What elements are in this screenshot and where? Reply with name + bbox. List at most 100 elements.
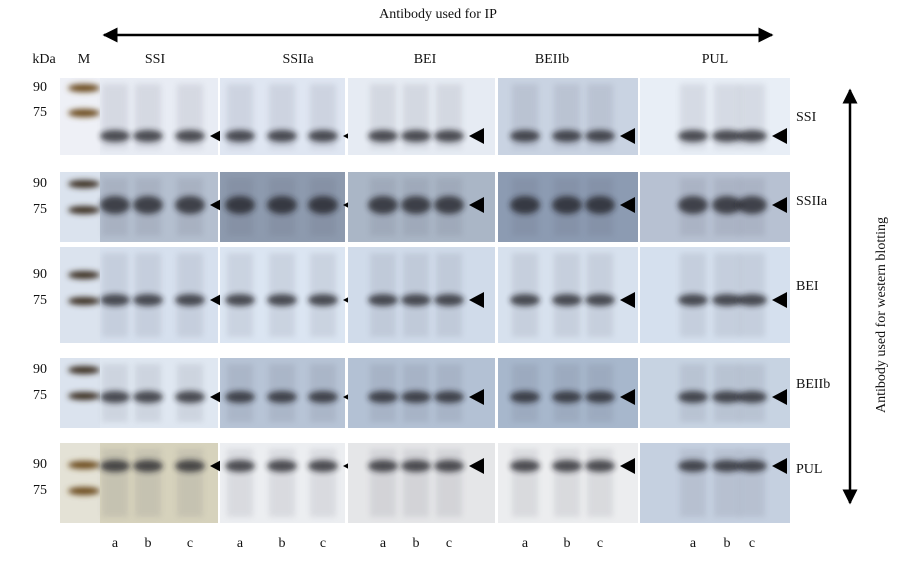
marker-lane-label: M	[78, 52, 91, 67]
protein-band	[308, 130, 338, 142]
protein-band	[133, 130, 163, 142]
ip-antibody-label: BEI	[414, 52, 437, 67]
lane-label: c	[320, 536, 326, 551]
protein-band	[401, 460, 431, 472]
marker-kda-label: 90	[33, 267, 47, 282]
protein-band	[267, 294, 297, 306]
band-arrow	[772, 128, 787, 144]
protein-band	[133, 460, 163, 472]
lane-smear	[403, 449, 429, 517]
band-arrow	[620, 292, 635, 308]
protein-band	[225, 391, 255, 403]
protein-band	[308, 196, 338, 214]
lane-smear	[135, 449, 161, 517]
protein-band	[712, 196, 742, 214]
lane-smear	[227, 449, 253, 517]
marker-panel	[60, 443, 102, 523]
lane-smear	[102, 449, 128, 517]
protein-band	[175, 294, 205, 306]
top-label: Antibody used for IP	[379, 7, 497, 22]
protein-band	[712, 130, 742, 142]
lane-label: c	[446, 536, 452, 551]
protein-band	[737, 196, 767, 214]
lane-smear	[680, 449, 706, 517]
marker-kda-label: 90	[33, 457, 47, 472]
marker-kda-label: 75	[33, 293, 47, 308]
protein-band	[368, 460, 398, 472]
marker-band	[68, 487, 100, 495]
protein-band	[585, 196, 615, 214]
lane-label: c	[187, 536, 193, 551]
band-arrow	[469, 292, 484, 308]
protein-band	[225, 130, 255, 142]
band-arrow	[772, 197, 787, 213]
lane-label: c	[597, 536, 603, 551]
lane-label: b	[413, 536, 420, 551]
protein-band	[368, 130, 398, 142]
band-arrow	[620, 128, 635, 144]
protein-band	[552, 294, 582, 306]
lane-smear	[587, 449, 613, 517]
protein-band	[678, 391, 708, 403]
band-arrow	[772, 458, 787, 474]
marker-band	[68, 297, 100, 305]
protein-band	[585, 130, 615, 142]
marker-panel	[60, 247, 102, 343]
kda-label: kDa	[32, 52, 56, 67]
lane-smear	[554, 449, 580, 517]
band-arrow	[620, 458, 635, 474]
protein-band	[678, 460, 708, 472]
protein-band	[510, 294, 540, 306]
protein-band	[100, 196, 130, 214]
protein-band	[678, 130, 708, 142]
protein-band	[225, 196, 255, 214]
protein-band	[678, 294, 708, 306]
lane-label: b	[145, 536, 152, 551]
protein-band	[225, 460, 255, 472]
protein-band	[737, 460, 767, 472]
lane-smear	[310, 449, 336, 517]
band-arrow	[620, 389, 635, 405]
protein-band	[133, 294, 163, 306]
protein-band	[100, 460, 130, 472]
protein-band	[267, 391, 297, 403]
protein-band	[434, 460, 464, 472]
protein-band	[308, 294, 338, 306]
lane-smear	[370, 449, 396, 517]
side-label: Antibody used for western blotting	[874, 217, 889, 413]
ip-antibody-label: SSIIa	[282, 52, 314, 67]
protein-band	[368, 391, 398, 403]
protein-band	[267, 130, 297, 142]
protein-band	[100, 294, 130, 306]
protein-band	[401, 294, 431, 306]
protein-band	[175, 196, 205, 214]
lane-smear	[177, 449, 203, 517]
band-arrow	[469, 128, 484, 144]
protein-band	[678, 196, 708, 214]
protein-band	[712, 294, 742, 306]
protein-band	[552, 196, 582, 214]
protein-band	[175, 130, 205, 142]
marker-kda-label: 75	[33, 202, 47, 217]
marker-band	[68, 366, 100, 374]
protein-band	[175, 391, 205, 403]
lane-smear	[739, 449, 765, 517]
marker-kda-label: 75	[33, 388, 47, 403]
marker-band	[68, 180, 100, 188]
band-arrow	[469, 389, 484, 405]
protein-band	[552, 391, 582, 403]
band-arrow	[772, 292, 787, 308]
band-arrow	[469, 197, 484, 213]
protein-band	[401, 391, 431, 403]
lane-label: c	[749, 536, 755, 551]
ip-antibody-label: SSI	[145, 52, 166, 67]
protein-band	[510, 391, 540, 403]
row-antibody-label: BEIIb	[796, 377, 830, 392]
lane-label: b	[279, 536, 286, 551]
lane-label: b	[724, 536, 731, 551]
protein-band	[434, 294, 464, 306]
band-arrow	[772, 389, 787, 405]
protein-band	[712, 391, 742, 403]
protein-band	[368, 294, 398, 306]
protein-band	[100, 391, 130, 403]
